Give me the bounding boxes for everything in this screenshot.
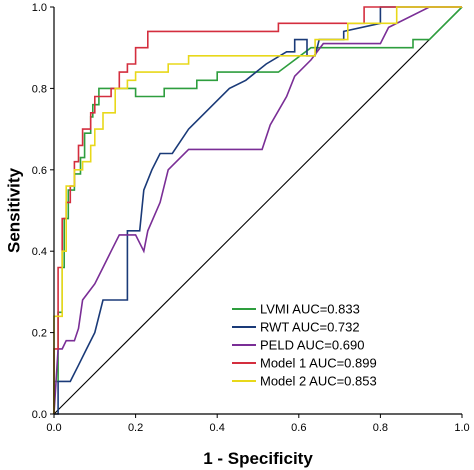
legend-label-1: RWT AUC=0.732 xyxy=(260,320,360,335)
legend-label-4: Model 2 AUC=0.853 xyxy=(260,374,377,389)
x-axis-title: 1 - Specificity xyxy=(203,449,313,468)
y-tick-label: 0.6 xyxy=(32,165,47,177)
x-tick-label: 0.8 xyxy=(373,422,388,434)
series-line-3 xyxy=(53,6,462,414)
reference-diagonal xyxy=(53,6,463,415)
x-tick-label: 0.2 xyxy=(128,422,143,434)
legend: LVMI AUC=0.833 RWT AUC=0.732 PELD AUC=0.69… xyxy=(232,302,377,389)
y-tick-label: 1.0 xyxy=(32,2,47,14)
legend-label-0: LVMI AUC=0.833 xyxy=(260,302,360,317)
x-axis-ticks: 0.0 0.2 0.4 0.6 0.8 1.0 xyxy=(46,414,470,434)
plot-area xyxy=(53,6,463,415)
y-tick-label: 0.8 xyxy=(32,83,47,95)
y-tick-label: 0.4 xyxy=(32,246,47,258)
legend-label-2: PELD AUC=0.690 xyxy=(260,338,364,353)
series-line-2 xyxy=(53,6,462,415)
y-axis-title: Sensitivity xyxy=(4,167,23,253)
y-axis-ticks: 0.0 0.2 0.4 0.6 0.8 1.0 xyxy=(32,2,54,421)
y-tick-label: 0.2 xyxy=(32,328,47,340)
legend-label-3: Model 1 AUC=0.899 xyxy=(260,356,377,371)
series-line-1 xyxy=(54,6,462,415)
series-line-0 xyxy=(53,6,463,414)
x-tick-label: 0.0 xyxy=(46,422,61,434)
series-line-4 xyxy=(53,6,462,414)
y-tick-label: 0.0 xyxy=(32,409,47,421)
x-tick-label: 1.0 xyxy=(454,422,469,434)
axes: 0.0 0.2 0.4 0.6 0.8 1.0 0.0 0.2 0.4 0.6 0.8 1.0 xyxy=(32,2,470,434)
x-tick-label: 0.6 xyxy=(291,422,306,434)
x-tick-label: 0.4 xyxy=(210,422,225,434)
